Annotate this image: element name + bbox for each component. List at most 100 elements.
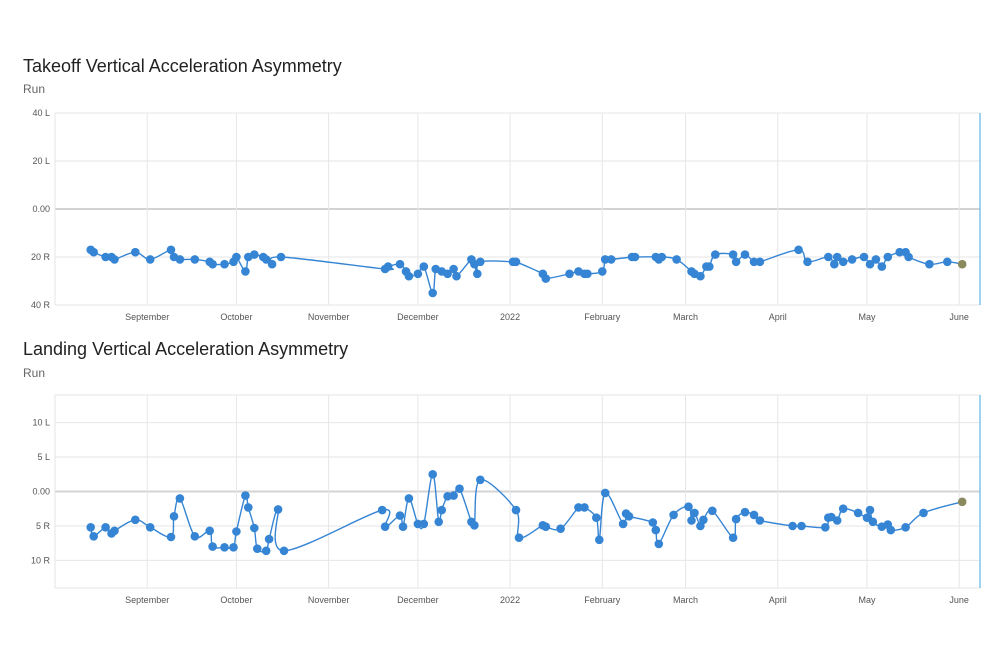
y-tick-label: 40 L (32, 108, 50, 118)
x-tick-label: April (769, 312, 787, 322)
data-point (131, 515, 140, 525)
x-tick-label: March (673, 595, 698, 605)
data-point (208, 542, 217, 551)
data-point (419, 262, 429, 271)
x-tick-label: 2022 (500, 595, 520, 605)
data-point (868, 517, 878, 527)
data-point (654, 539, 664, 549)
data-point (419, 519, 429, 529)
data-point (788, 521, 797, 531)
chart-title: Landing Vertical Acceleration Asymmetry (23, 339, 349, 359)
data-point (728, 250, 738, 259)
data-point (832, 516, 842, 525)
data-point (413, 269, 423, 279)
data-point (830, 259, 839, 269)
data-point (598, 267, 607, 276)
data-point (749, 510, 759, 520)
data-point (473, 269, 482, 279)
chart-subtitle: Run (23, 82, 46, 96)
data-point (838, 257, 848, 267)
y-tick-label: 10 L (32, 418, 50, 428)
data-point (452, 271, 461, 281)
data-point (749, 257, 759, 267)
x-tick-label: April (769, 595, 787, 605)
y-tick-label: 40 R (31, 300, 51, 310)
data-point (101, 523, 110, 532)
data-point (511, 505, 521, 515)
data-point (175, 494, 185, 503)
data-point (131, 247, 140, 257)
y-tick-label: 10 R (31, 555, 51, 565)
data-point (708, 506, 717, 516)
data-point (696, 271, 705, 281)
data-point (232, 527, 241, 536)
x-tick-label: November (308, 312, 350, 322)
y-tick-label: 20 R (31, 252, 51, 262)
data-point (434, 517, 444, 527)
data-point (803, 257, 812, 267)
takeoff-plot-area: 40 L 20 L 0.00 20 R 40 R September October Nove… (31, 108, 981, 322)
y-tick-label: 5 L (37, 452, 50, 462)
data-point (600, 255, 610, 264)
data-point (865, 505, 875, 515)
data-point (832, 252, 842, 262)
data-point (110, 526, 119, 536)
x-tick-label: October (220, 312, 252, 322)
data-point (847, 255, 857, 264)
x-tick-label: November (308, 595, 350, 605)
data-point (541, 274, 551, 283)
data-point (476, 257, 485, 267)
data-point (731, 514, 741, 524)
data-point (175, 255, 185, 264)
data-point (220, 259, 229, 269)
y-tick-label: 5 R (36, 521, 51, 531)
data-point (925, 259, 934, 269)
data-point (377, 505, 387, 515)
data-point (261, 546, 271, 556)
data-point (669, 510, 678, 520)
data-point (740, 250, 750, 259)
data-point (895, 247, 904, 257)
data-point (437, 505, 447, 515)
data-point (606, 255, 616, 264)
data-point (229, 543, 238, 552)
data-point (428, 470, 438, 479)
x-tick-label: 2022 (500, 312, 520, 322)
data-point (824, 252, 833, 262)
data-point (904, 252, 913, 262)
data-point (595, 535, 604, 545)
data-point (449, 491, 458, 500)
x-tick-label: September (125, 312, 169, 322)
data-point (232, 252, 241, 262)
data-point (901, 523, 910, 532)
x-tick-label: June (949, 312, 969, 322)
data-point (208, 259, 217, 269)
data-point (166, 532, 176, 542)
data-point (145, 255, 155, 264)
data-point (592, 513, 601, 522)
x-tick-label: May (858, 595, 876, 605)
data-point (943, 257, 952, 267)
data-point (699, 515, 708, 525)
data-point (476, 475, 485, 485)
data-point (919, 508, 928, 518)
y-tick-label: 0.00 (32, 487, 50, 497)
data-point (89, 532, 98, 541)
x-tick-label: December (397, 312, 439, 322)
data-point (883, 252, 893, 262)
data-point (797, 521, 806, 531)
data-point (273, 505, 283, 514)
data-point (166, 245, 176, 255)
data-point (205, 526, 214, 536)
latest-data-point (957, 497, 967, 507)
data-point (731, 257, 741, 267)
data-point (169, 512, 179, 521)
data-point (871, 255, 881, 264)
data-point (687, 516, 696, 525)
data-point (755, 516, 765, 525)
data-point (395, 259, 405, 269)
data-point (89, 247, 98, 257)
data-point (755, 257, 765, 267)
data-point (244, 503, 253, 512)
